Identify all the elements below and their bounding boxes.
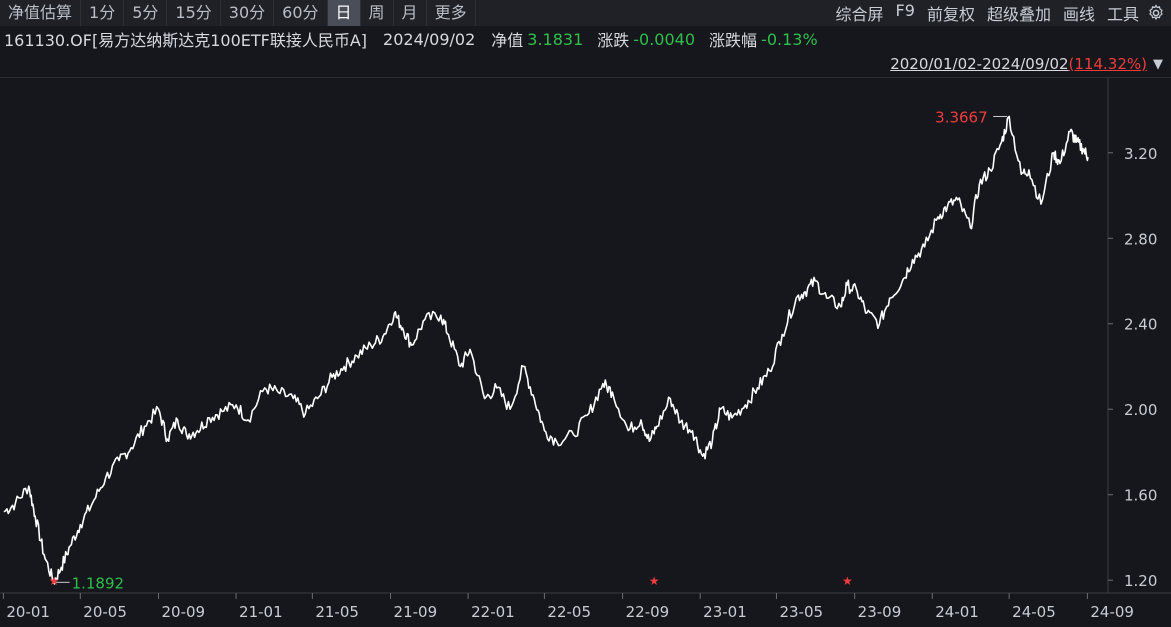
range-close-paren: ) [1141, 55, 1147, 73]
right-tools: 综合屏 F9 前复权 超级叠加 画线 工具 [830, 0, 1171, 26]
triangle-down-icon[interactable]: ▼ [1153, 56, 1163, 72]
divider [0, 77, 1171, 78]
tool-button-1[interactable]: F9 [895, 1, 915, 20]
y-tick-label: 2.80 [1124, 230, 1157, 248]
x-tick-label: 24-09 [1090, 603, 1134, 621]
period-tab-6[interactable]: 日 [327, 0, 361, 26]
info-bar: 161130.OF[易方达纳斯达克100ETF联接人民币A] 2024/09/0… [0, 26, 1171, 52]
period-tab-5[interactable]: 60分 [274, 0, 328, 26]
change-value: -0.0040 [633, 29, 696, 49]
star-marker: ★ [49, 574, 60, 588]
period-tabs: 净值估算 1分 5分 15分 30分 60分日周月更多 [0, 0, 476, 26]
period-tab-4[interactable]: 30分 [221, 0, 275, 26]
period-tab-1[interactable]: 1分 [81, 0, 125, 26]
tool-list: 综合屏 F9 前复权 超级叠加 画线 工具 [830, 1, 1145, 25]
x-tick-label: 22-09 [626, 603, 670, 621]
tool-button-2[interactable]: 前复权 [926, 5, 975, 24]
x-tick-label: 21-05 [315, 603, 359, 621]
star-marker: ★ [842, 574, 853, 588]
x-tick-label: 24-01 [935, 603, 979, 621]
tool-button-5[interactable]: 工具 [1106, 5, 1139, 24]
x-tick-label: 23-01 [703, 603, 747, 621]
fund-name: 161130.OF[易方达纳斯达克100ETF联接人民币A] [4, 31, 368, 50]
tool-button-0[interactable]: 综合屏 [835, 5, 884, 24]
tool-button-4[interactable]: 画线 [1062, 5, 1095, 24]
nav-date: 2024/09/02 [383, 29, 476, 49]
y-tick-label: 2.00 [1124, 401, 1157, 419]
change-label: 涨跌 [597, 31, 630, 50]
range-open-paren: ( [1068, 55, 1075, 73]
y-tick-label: 3.20 [1124, 145, 1157, 163]
x-tick-label: 21-01 [239, 603, 283, 621]
nav-value: 3.1831 [527, 29, 584, 49]
change-pct-value: -0.13% [761, 29, 818, 49]
toolbar: 净值估算 1分 5分 15分 30分 60分日周月更多 综合屏 F9 前复权 超级叠加 画线 工具 [0, 0, 1171, 27]
x-tick-label: 24-05 [1012, 603, 1056, 621]
change-pct-label: 涨跌幅 [709, 31, 758, 50]
period-tab-0[interactable]: 净值估算 [0, 0, 82, 26]
period-tab-2[interactable]: 5分 [124, 0, 168, 26]
y-tick-label: 1.20 [1124, 572, 1157, 590]
y-tick-label: 1.60 [1124, 487, 1157, 505]
period-tab-3[interactable]: 15分 [167, 0, 221, 26]
max-label: 3.3667 [935, 108, 988, 126]
x-tick-label: 21-09 [394, 603, 438, 621]
x-tick-label: 20-01 [6, 603, 50, 621]
nav-label: 净值 [491, 31, 524, 50]
range-text: 2020/01/02-2024/09/02 [890, 55, 1069, 73]
nav-series-line[interactable] [3, 115, 1089, 585]
period-tab-7[interactable]: 周 [361, 0, 394, 26]
nav-line-chart[interactable]: 3.20 2.80 2.40 2.00 1.60 1.20 20-01 20-05 20-09 2… [0, 78, 1171, 627]
x-tick-label: 22-05 [547, 603, 591, 621]
period-tab-9[interactable]: 更多 [427, 0, 476, 26]
period-tab-8[interactable]: 月 [394, 0, 427, 26]
x-tick-label: 20-09 [161, 603, 205, 621]
date-range[interactable]: 2020/01/02-2024/09/02(114.32%) ▼ [890, 55, 1163, 73]
x-tick-label: 20-05 [83, 603, 127, 621]
gear-icon[interactable] [1145, 2, 1167, 24]
gear-icon-graphic [1149, 4, 1163, 21]
x-tick-label: 22-01 [471, 603, 515, 621]
x-tick-label: 23-09 [858, 603, 902, 621]
min-label: 1.1892 [72, 574, 125, 592]
tool-button-3[interactable]: 超级叠加 [986, 5, 1051, 24]
x-tick-label: 23-05 [779, 603, 823, 621]
star-marker: ★ [649, 574, 660, 588]
range-pct: 114.32% [1074, 55, 1142, 73]
y-tick-label: 2.40 [1124, 316, 1157, 334]
